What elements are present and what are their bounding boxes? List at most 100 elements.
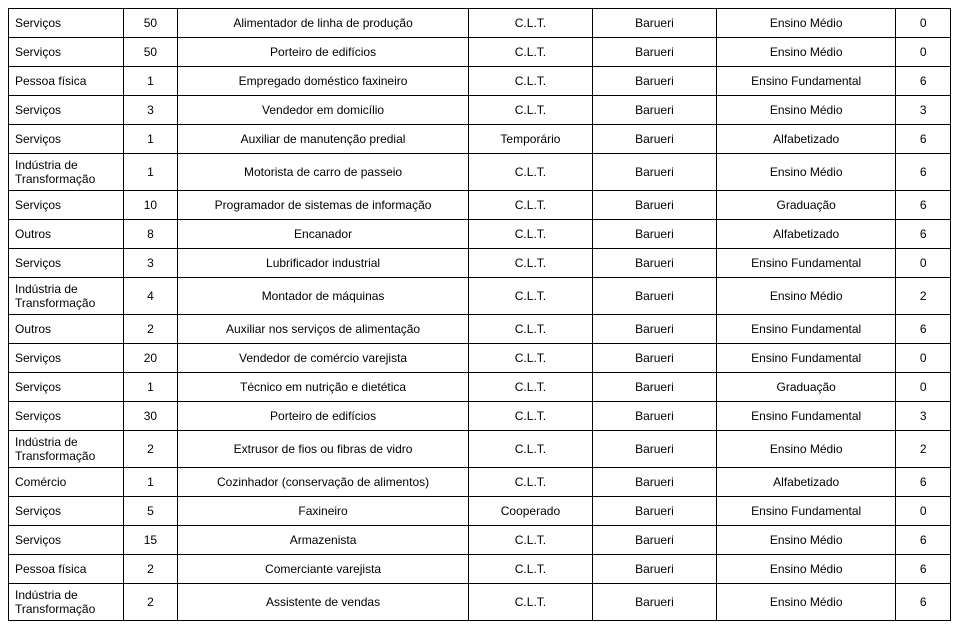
table-cell: Barueri xyxy=(592,555,716,584)
table-cell: Barueri xyxy=(592,402,716,431)
table-cell: Outros xyxy=(9,220,124,249)
table-cell: Barueri xyxy=(592,96,716,125)
table-cell: 2 xyxy=(123,584,177,621)
table-cell: Pessoa física xyxy=(9,555,124,584)
table-cell: Graduação xyxy=(716,373,896,402)
table-row: Pessoa física1Empregado doméstico faxine… xyxy=(9,67,951,96)
table-cell: Ensino Fundamental xyxy=(716,344,896,373)
table-cell: Indústria de Transformação xyxy=(9,154,124,191)
table-cell: Serviços xyxy=(9,497,124,526)
table-cell: Vendedor de comércio varejista xyxy=(178,344,469,373)
table-cell: C.L.T. xyxy=(468,67,592,96)
table-cell: C.L.T. xyxy=(468,38,592,67)
table-cell: Alfabetizado xyxy=(716,468,896,497)
table-cell: Serviços xyxy=(9,402,124,431)
table-cell: 1 xyxy=(123,67,177,96)
table-row: Serviços30Porteiro de edifíciosC.L.T.Bar… xyxy=(9,402,951,431)
table-row: Serviços1Auxiliar de manutenção predialT… xyxy=(9,125,951,154)
table-cell: C.L.T. xyxy=(468,154,592,191)
table-cell: 15 xyxy=(123,526,177,555)
table-row: Indústria de Transformação2Assistente de… xyxy=(9,584,951,621)
table-row: Serviços50Porteiro de edifíciosC.L.T.Bar… xyxy=(9,38,951,67)
table-cell: 6 xyxy=(896,154,951,191)
table-cell: 6 xyxy=(896,220,951,249)
table-cell: 0 xyxy=(896,9,951,38)
table-cell: Barueri xyxy=(592,191,716,220)
table-cell: 0 xyxy=(896,373,951,402)
table-cell: Barueri xyxy=(592,249,716,278)
table-cell: Barueri xyxy=(592,38,716,67)
table-cell: C.L.T. xyxy=(468,278,592,315)
table-cell: Auxiliar de manutenção predial xyxy=(178,125,469,154)
table-cell: Programador de sistemas de informação xyxy=(178,191,469,220)
table-cell: 1 xyxy=(123,154,177,191)
table-cell: 3 xyxy=(896,96,951,125)
table-cell: 0 xyxy=(896,344,951,373)
table-row: Serviços15ArmazenistaC.L.T.BarueriEnsino… xyxy=(9,526,951,555)
table-cell: Motorista de carro de passeio xyxy=(178,154,469,191)
table-cell: 4 xyxy=(123,278,177,315)
table-cell: 2 xyxy=(123,555,177,584)
table-cell: 6 xyxy=(896,315,951,344)
table-cell: 3 xyxy=(123,96,177,125)
table-row: Serviços5FaxineiroCooperadoBarueriEnsino… xyxy=(9,497,951,526)
table-cell: Ensino Médio xyxy=(716,278,896,315)
table-cell: Ensino Médio xyxy=(716,584,896,621)
table-cell: Ensino Médio xyxy=(716,96,896,125)
table-cell: 0 xyxy=(896,249,951,278)
table-cell: Ensino Fundamental xyxy=(716,497,896,526)
table-row: Serviços1Técnico em nutrição e dietética… xyxy=(9,373,951,402)
table-cell: C.L.T. xyxy=(468,249,592,278)
table-cell: 6 xyxy=(896,67,951,96)
table-row: Serviços3Vendedor em domicílioC.L.T.Baru… xyxy=(9,96,951,125)
table-cell: 50 xyxy=(123,38,177,67)
table-row: Serviços3Lubrificador industrialC.L.T.Ba… xyxy=(9,249,951,278)
table-cell: Ensino Médio xyxy=(716,431,896,468)
table-cell: 2 xyxy=(123,315,177,344)
table-row: Indústria de Transformação4Montador de m… xyxy=(9,278,951,315)
table-cell: 2 xyxy=(896,278,951,315)
table-cell: C.L.T. xyxy=(468,373,592,402)
table-cell: Serviços xyxy=(9,191,124,220)
table-cell: Barueri xyxy=(592,67,716,96)
table-cell: Barueri xyxy=(592,373,716,402)
table-cell: Montador de máquinas xyxy=(178,278,469,315)
table-cell: Serviços xyxy=(9,38,124,67)
jobs-table: Serviços50Alimentador de linha de produç… xyxy=(8,8,951,621)
table-cell: Comércio xyxy=(9,468,124,497)
table-row: Indústria de Transformação2Extrusor de f… xyxy=(9,431,951,468)
table-cell: Indústria de Transformação xyxy=(9,584,124,621)
table-row: Serviços20Vendedor de comércio varejista… xyxy=(9,344,951,373)
table-cell: Comerciante varejista xyxy=(178,555,469,584)
table-cell: 6 xyxy=(896,555,951,584)
table-cell: 1 xyxy=(123,125,177,154)
table-cell: C.L.T. xyxy=(468,315,592,344)
table-cell: 20 xyxy=(123,344,177,373)
table-cell: 0 xyxy=(896,38,951,67)
table-cell: 2 xyxy=(896,431,951,468)
table-cell: Serviços xyxy=(9,9,124,38)
table-cell: Serviços xyxy=(9,526,124,555)
table-cell: Serviços xyxy=(9,344,124,373)
table-row: Comércio1Cozinhador (conservação de alim… xyxy=(9,468,951,497)
table-cell: 3 xyxy=(896,402,951,431)
table-cell: C.L.T. xyxy=(468,344,592,373)
table-cell: Barueri xyxy=(592,154,716,191)
table-cell: Graduação xyxy=(716,191,896,220)
table-cell: Assistente de vendas xyxy=(178,584,469,621)
table-cell: 3 xyxy=(123,249,177,278)
table-cell: Barueri xyxy=(592,9,716,38)
table-row: Indústria de Transformação1Motorista de … xyxy=(9,154,951,191)
table-cell: 5 xyxy=(123,497,177,526)
table-cell: 6 xyxy=(896,468,951,497)
table-cell: C.L.T. xyxy=(468,191,592,220)
table-cell: 1 xyxy=(123,373,177,402)
table-row: Outros2Auxiliar nos serviços de alimenta… xyxy=(9,315,951,344)
table-cell: Extrusor de fios ou fibras de vidro xyxy=(178,431,469,468)
table-cell: Ensino Médio xyxy=(716,555,896,584)
table-cell: Ensino Fundamental xyxy=(716,402,896,431)
table-cell: C.L.T. xyxy=(468,402,592,431)
table-cell: C.L.T. xyxy=(468,96,592,125)
table-cell: Lubrificador industrial xyxy=(178,249,469,278)
table-row: Serviços10Programador de sistemas de inf… xyxy=(9,191,951,220)
